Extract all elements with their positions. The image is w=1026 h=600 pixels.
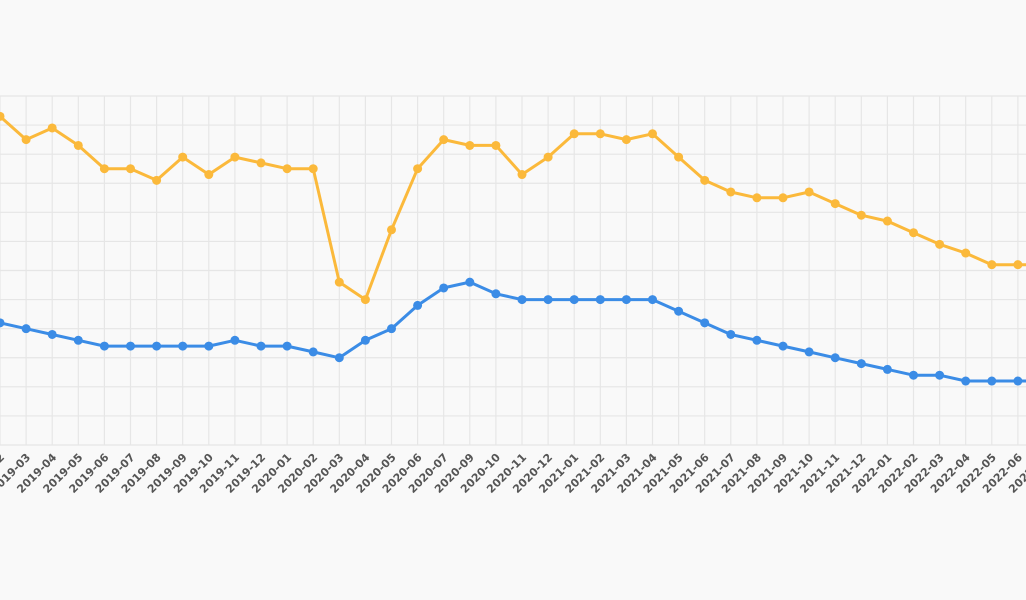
data-point (1013, 260, 1023, 270)
data-point (178, 152, 188, 162)
data-point (152, 341, 162, 351)
data-point (830, 353, 840, 363)
data-point (21, 324, 31, 334)
data-point (256, 158, 266, 168)
data-point (73, 140, 83, 150)
data-point (595, 129, 605, 139)
data-point (569, 295, 579, 305)
data-point (752, 193, 762, 203)
data-point (882, 216, 892, 226)
data-point (961, 248, 971, 258)
data-point (517, 170, 527, 180)
data-point (360, 335, 370, 345)
series-0 (0, 111, 1026, 305)
data-point (543, 152, 553, 162)
data-point (804, 347, 814, 357)
data-point (569, 129, 579, 139)
data-point (987, 260, 997, 270)
data-point (674, 306, 684, 316)
data-point (856, 210, 866, 220)
data-point (752, 335, 762, 345)
data-point (595, 295, 605, 305)
data-point (0, 111, 5, 121)
data-point (204, 170, 214, 180)
data-point (778, 341, 788, 351)
data-point (778, 193, 788, 203)
data-point (700, 175, 710, 185)
data-point (47, 329, 57, 339)
data-point (935, 370, 945, 380)
data-point (517, 295, 527, 305)
series-line (0, 114, 1026, 302)
data-point (909, 228, 918, 238)
data-point (491, 289, 501, 299)
x-axis-ticks: 2019-022019-032019-042019-052019-062019-… (0, 451, 1026, 496)
data-point (935, 239, 945, 249)
data-point (204, 341, 214, 351)
data-point (282, 164, 292, 174)
data-point (73, 335, 83, 345)
data-point (256, 341, 266, 351)
series-line (0, 280, 1026, 383)
data-point (621, 135, 631, 145)
data-point (334, 353, 344, 363)
data-point (126, 164, 135, 174)
data-point (439, 135, 449, 145)
data-point (47, 123, 57, 133)
data-point (230, 335, 240, 345)
data-point (360, 295, 370, 305)
data-point (126, 341, 135, 351)
data-point (334, 277, 344, 287)
data-point (413, 164, 423, 174)
data-point (830, 199, 840, 209)
data-point (1013, 376, 1023, 386)
data-point (648, 129, 657, 139)
data-point (987, 376, 997, 386)
data-point (439, 283, 449, 293)
data-point (21, 135, 31, 145)
data-point (413, 300, 423, 310)
data-point (648, 295, 657, 305)
data-point (99, 164, 109, 174)
data-point (909, 370, 918, 380)
data-point (0, 318, 5, 328)
data-point (543, 295, 553, 305)
data-point (726, 329, 736, 339)
data-point (882, 364, 892, 374)
data-point (387, 324, 396, 334)
series-1 (0, 277, 1026, 386)
grid (0, 95, 1026, 446)
data-point (99, 341, 109, 351)
data-point (804, 187, 814, 197)
data-point (621, 295, 631, 305)
data-point (178, 341, 188, 351)
data-point (282, 341, 292, 351)
data-point (465, 140, 475, 150)
data-point (961, 376, 971, 386)
data-point (856, 359, 866, 369)
data-point (674, 152, 684, 162)
data-point (465, 277, 475, 287)
data-point (308, 347, 318, 357)
data-point (491, 140, 501, 150)
data-point (308, 164, 318, 174)
data-point (387, 225, 396, 235)
data-point (152, 175, 162, 185)
data-point (726, 187, 736, 197)
data-point (230, 152, 240, 162)
data-point (700, 318, 710, 328)
